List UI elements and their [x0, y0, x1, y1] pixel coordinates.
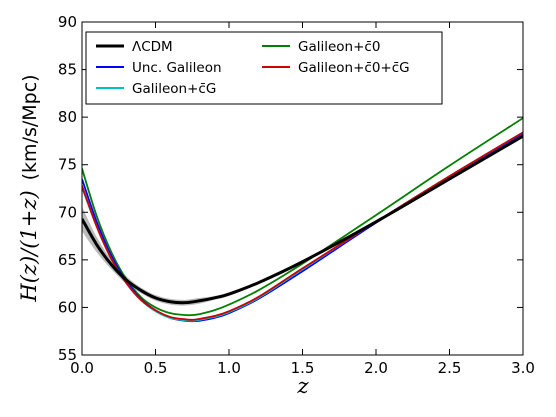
x-tick-label: 1.0	[217, 359, 241, 377]
y-tick-label: 70	[58, 203, 77, 221]
svg-text:H(z)/(1+z) (km/s/Mpc): H(z)/(1+z) (km/s/Mpc)	[17, 74, 41, 302]
y-tick-label: 65	[58, 251, 77, 269]
legend-label-0: ΛCDM	[132, 39, 173, 55]
y-tick-label: 90	[58, 13, 77, 31]
x-tick-label: 1.5	[291, 359, 315, 377]
legend-label-4: Galileon+c̄0+c̄G	[298, 60, 410, 76]
x-tick-label: 0.5	[144, 359, 168, 377]
legend-label-3: Galileon+c̄0	[298, 39, 380, 55]
legend-label-2: Galileon+c̄G	[132, 81, 216, 97]
y-axis-label-math: H(z)/(1+z)	[17, 190, 41, 302]
x-tick-label: 0.0	[70, 359, 94, 377]
legend: ΛCDM Unc. Galileon Galileon+c̄G Galileon+c̄…	[85, 31, 443, 105]
y-tick-label: 85	[58, 61, 77, 79]
x-tick-label: 2.0	[364, 359, 388, 377]
series-line-0	[82, 134, 523, 305]
y-tick-label: 80	[58, 108, 77, 126]
x-tick-label: 2.5	[438, 359, 462, 377]
series-line-3	[82, 117, 523, 317]
y-axis-label-unit: (km/s/Mpc)	[19, 74, 41, 180]
plot-area	[82, 117, 523, 323]
y-axis-label: H(z)/(1+z) (km/s/Mpc)	[17, 74, 41, 302]
x-axis-label: z	[296, 374, 309, 398]
x-tick-label: 3.0	[511, 359, 535, 377]
legend-label-1: Unc. Galileon	[132, 60, 222, 76]
y-tick-label: 75	[58, 156, 77, 174]
y-tick-label: 55	[58, 346, 77, 364]
y-tick-label: 60	[58, 298, 77, 316]
axes: 0.0 0.5 1.0 1.5 2.0 2.5 3.0 55 60 65 70 75 80 85 90	[58, 13, 535, 377]
